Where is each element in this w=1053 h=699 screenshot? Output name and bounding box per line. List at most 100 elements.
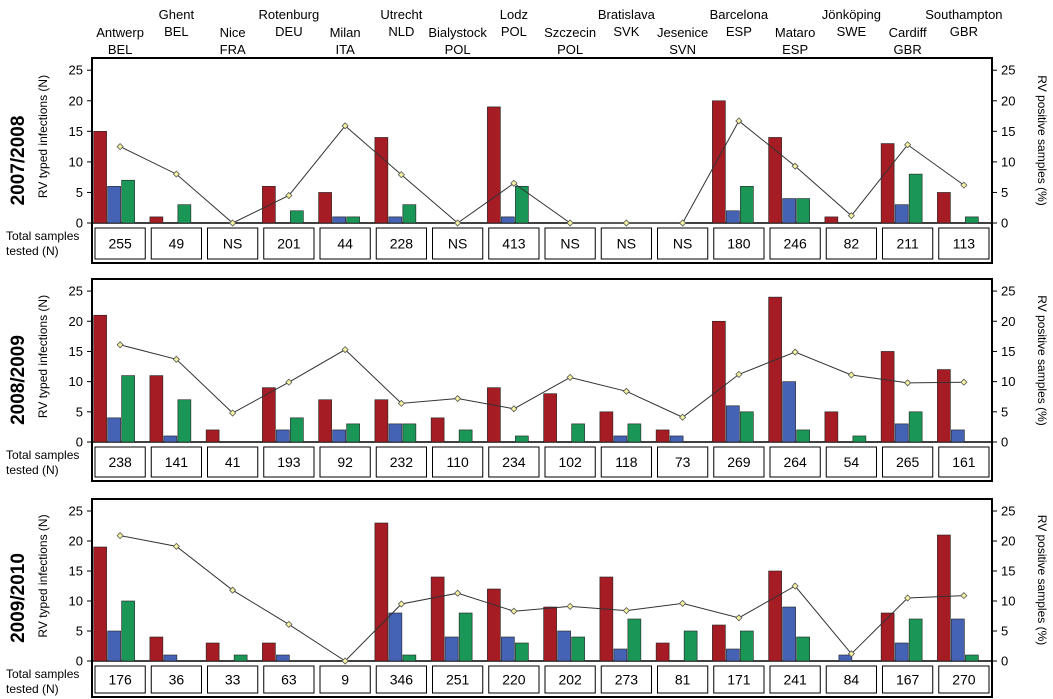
bar-green: [796, 198, 810, 224]
city-country: ITA: [335, 42, 355, 57]
bar-red: [655, 429, 670, 443]
positive-marker: [454, 394, 462, 403]
bar-green: [965, 216, 979, 224]
sample-count: 265: [896, 454, 920, 470]
positive-marker: [341, 657, 349, 665]
sample-box: [657, 665, 709, 694]
bar-red: [93, 131, 107, 224]
city-country: DEU: [275, 24, 302, 39]
bar-red: [149, 375, 164, 443]
sample-box: [713, 665, 765, 694]
left-tick-label: 15: [69, 344, 83, 359]
bar-red: [712, 624, 726, 662]
bar-green: [458, 612, 473, 662]
city-name: Nice: [220, 25, 246, 40]
positive-marker: [904, 141, 912, 149]
positive-marker: [847, 212, 855, 220]
city-country: GBR: [894, 42, 922, 57]
bar-blue: [276, 429, 290, 443]
sample-count: 255: [108, 236, 132, 252]
bar-green: [796, 636, 810, 662]
bar-red: [149, 216, 164, 224]
sample-count: NS: [560, 236, 579, 252]
positive-marker: [116, 532, 124, 540]
bar-red: [712, 100, 726, 224]
positive-marker: [510, 179, 518, 187]
positive-marker: [510, 405, 518, 413]
positive-marker: [622, 387, 630, 395]
bar-red: [93, 546, 107, 662]
bar-blue: [951, 429, 965, 443]
season-panel: 2009/2010 RV typed infections (N) RV posit…: [6, 498, 1049, 698]
right-tick-label: 15: [1001, 344, 1015, 359]
bar-red: [543, 606, 557, 662]
bar-green: [402, 423, 417, 443]
positive-marker: [229, 586, 237, 594]
city-name: Mataro: [775, 25, 815, 40]
sample-box: [488, 227, 540, 260]
bar-red: [599, 411, 614, 443]
bar-red: [937, 369, 951, 443]
bar-green: [740, 186, 754, 224]
sample-count: 346: [390, 672, 414, 688]
bar-red: [374, 399, 389, 443]
bar-blue: [894, 204, 909, 224]
season-label: 2008/2009: [8, 335, 29, 425]
sample-box: [600, 665, 652, 694]
samples-label: tested (N): [6, 244, 59, 258]
positive-marker: [735, 370, 743, 378]
sample-box: [263, 227, 315, 260]
left-tick-label: 0: [76, 435, 83, 450]
sample-box: [713, 227, 765, 260]
right-tick-label: 25: [1001, 284, 1015, 299]
bar-red: [824, 411, 839, 443]
sample-count: NS: [223, 236, 242, 252]
left-axis-label: RV typed infections (N): [36, 295, 50, 418]
positive-marker: [904, 379, 912, 387]
city-country: ESP: [726, 24, 752, 39]
positive-marker: [679, 599, 687, 607]
sample-box: [94, 665, 146, 694]
city-name: Ghent: [159, 7, 195, 22]
bar-blue: [444, 636, 459, 662]
sample-count: 264: [783, 454, 807, 470]
sample-box: [319, 446, 371, 478]
sample-box: [825, 446, 877, 478]
positive-marker: [285, 191, 293, 200]
bar-red: [318, 399, 332, 443]
bar-green: [458, 429, 473, 443]
positive-line: [120, 344, 964, 418]
positive-marker: [510, 607, 518, 615]
right-tick-label: 5: [1001, 185, 1008, 200]
sample-box: [375, 665, 427, 694]
bar-blue: [838, 654, 853, 662]
sample-box: [825, 227, 877, 260]
bar-red: [543, 393, 557, 443]
city-country: ESP: [782, 42, 808, 57]
sample-count: 84: [844, 672, 860, 688]
bar-green: [290, 210, 304, 224]
bar-green: [402, 204, 417, 224]
sample-count: 232: [390, 454, 414, 470]
city-country: SVN: [669, 42, 696, 57]
bar-red: [430, 576, 445, 662]
sample-count: 211: [896, 236, 919, 252]
city-name: Jönköping: [822, 7, 881, 22]
left-tick-label: 5: [76, 404, 83, 419]
positive-marker: [847, 371, 855, 379]
bar-blue: [782, 381, 796, 443]
positive-marker: [622, 219, 630, 227]
bar-red: [487, 106, 501, 224]
sample-box: [713, 446, 765, 478]
sample-box: [544, 227, 596, 260]
bar-blue: [388, 423, 403, 443]
sample-count: NS: [448, 236, 467, 252]
season-panel: 2008/2009 RV typed infections (N) RV posit…: [6, 278, 1049, 482]
positive-marker: [397, 399, 405, 407]
city-country: BEL: [108, 42, 133, 57]
bar-green: [908, 411, 923, 443]
bar-red: [262, 642, 276, 662]
panel-frame: [91, 278, 993, 482]
bar-green: [121, 600, 135, 662]
right-tick-label: 15: [1001, 124, 1015, 139]
